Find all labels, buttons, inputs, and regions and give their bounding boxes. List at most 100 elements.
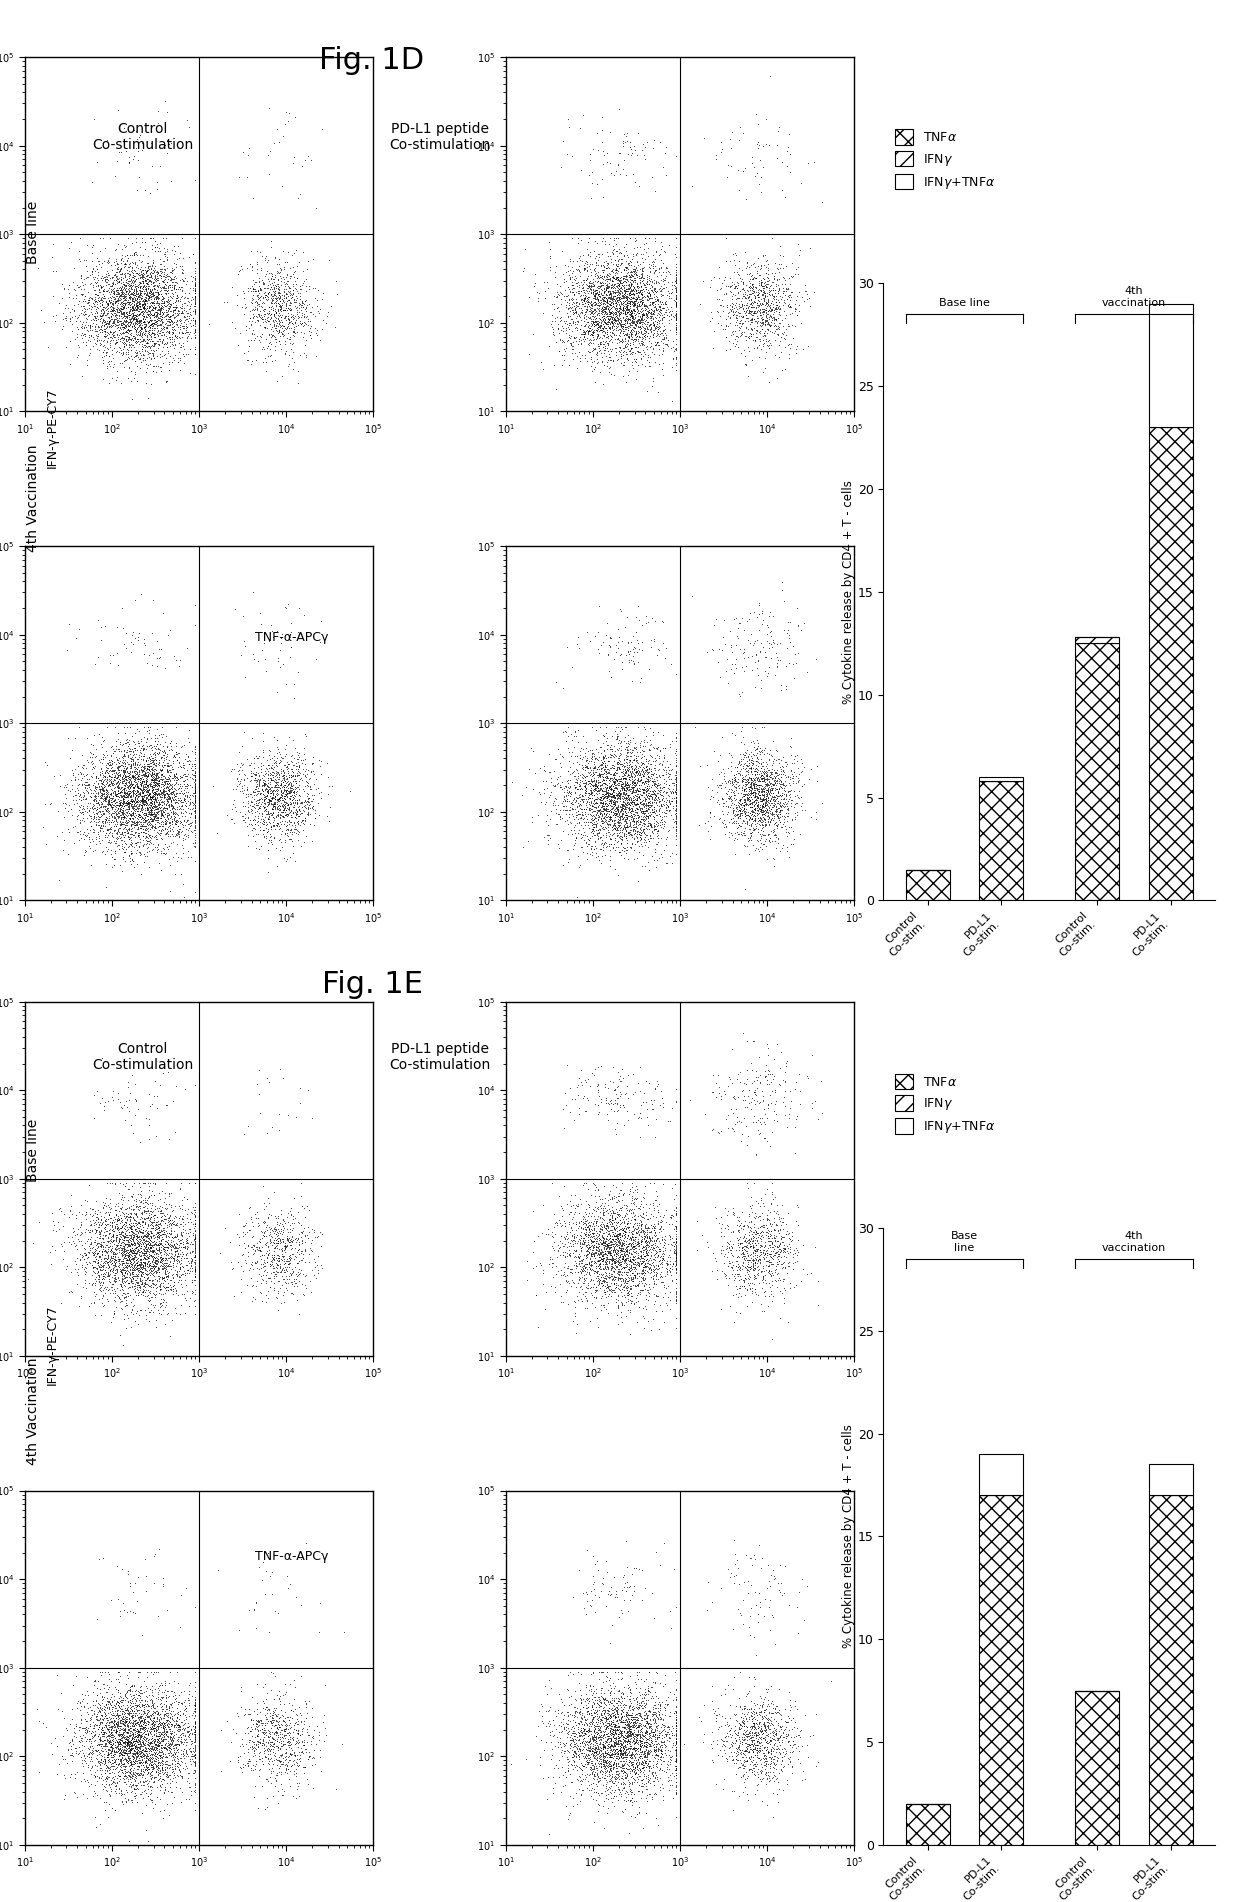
Point xyxy=(144,329,164,359)
Point xyxy=(288,1234,308,1265)
Point xyxy=(149,738,169,768)
Point xyxy=(652,755,672,786)
Point xyxy=(760,786,780,816)
Point xyxy=(589,1733,609,1763)
Point xyxy=(133,318,153,348)
Point xyxy=(296,291,316,321)
Point xyxy=(99,1757,119,1788)
Point xyxy=(621,333,641,363)
Point xyxy=(613,1242,632,1272)
Point xyxy=(110,795,130,825)
Point xyxy=(650,1244,670,1274)
Point xyxy=(259,801,279,831)
Point xyxy=(291,1737,311,1767)
Point xyxy=(77,344,97,375)
Point xyxy=(781,291,801,321)
Point xyxy=(299,770,319,801)
Point xyxy=(185,1234,205,1265)
Point xyxy=(563,1738,583,1769)
Point xyxy=(650,297,670,327)
Point xyxy=(125,1232,145,1263)
Point xyxy=(613,1242,632,1272)
Point xyxy=(751,1229,771,1259)
Point xyxy=(609,805,629,835)
Point xyxy=(148,780,167,810)
Point xyxy=(272,780,291,810)
Point xyxy=(600,624,620,654)
Point xyxy=(601,770,621,801)
Point xyxy=(150,780,170,810)
Point xyxy=(161,301,181,331)
Point xyxy=(769,340,789,371)
Point xyxy=(629,1756,649,1786)
Point xyxy=(264,299,284,329)
Point xyxy=(136,266,156,297)
Point xyxy=(616,770,636,801)
Point xyxy=(277,1735,296,1765)
Point xyxy=(149,1246,169,1276)
Point xyxy=(86,1737,105,1767)
Point xyxy=(87,325,107,356)
Point xyxy=(714,1674,734,1704)
Point xyxy=(787,637,807,668)
Point xyxy=(729,1105,749,1135)
Point xyxy=(625,1221,645,1252)
Point xyxy=(157,1198,177,1229)
Point xyxy=(745,814,765,844)
Point xyxy=(148,835,167,865)
Point xyxy=(185,291,205,321)
Point xyxy=(185,1700,205,1731)
Point xyxy=(109,1232,129,1263)
Point xyxy=(584,1731,604,1761)
Point xyxy=(761,1278,781,1309)
Point xyxy=(780,780,800,810)
Point xyxy=(260,1737,280,1767)
Point xyxy=(268,1718,288,1748)
Point xyxy=(136,293,156,323)
Point xyxy=(583,278,603,308)
Point xyxy=(120,1246,140,1276)
Point xyxy=(756,1731,776,1761)
Point xyxy=(122,761,141,791)
Point xyxy=(122,1236,141,1267)
Point xyxy=(98,1223,118,1253)
Point xyxy=(110,793,130,824)
Point xyxy=(144,270,164,301)
Point xyxy=(579,327,599,358)
Point xyxy=(161,1738,181,1769)
Point xyxy=(250,747,270,778)
Point xyxy=(569,789,589,820)
Point xyxy=(145,321,165,352)
Point xyxy=(588,1232,608,1263)
Point xyxy=(759,1269,779,1299)
Point xyxy=(185,1710,205,1740)
Point xyxy=(748,1227,768,1257)
Point xyxy=(591,1238,611,1269)
Point xyxy=(536,789,556,820)
Point xyxy=(131,1619,151,1649)
Point xyxy=(753,1215,773,1246)
Point xyxy=(108,772,128,803)
Point xyxy=(724,761,744,791)
Point xyxy=(604,302,624,333)
Point xyxy=(144,280,164,310)
Point xyxy=(91,782,110,812)
Point xyxy=(780,299,800,329)
Point xyxy=(105,805,125,835)
Point xyxy=(579,1746,599,1776)
Point xyxy=(770,1215,790,1246)
Point xyxy=(185,793,205,824)
Point xyxy=(748,1733,768,1763)
Point xyxy=(181,1714,201,1744)
Point xyxy=(110,793,130,824)
Point xyxy=(136,1767,156,1797)
Point xyxy=(575,323,595,354)
Point xyxy=(265,784,285,814)
Point xyxy=(568,1740,588,1771)
Point xyxy=(627,318,647,348)
Point xyxy=(144,1719,164,1750)
Point xyxy=(579,825,599,856)
Point xyxy=(596,791,616,822)
Point xyxy=(104,1727,124,1757)
Point xyxy=(621,350,641,380)
